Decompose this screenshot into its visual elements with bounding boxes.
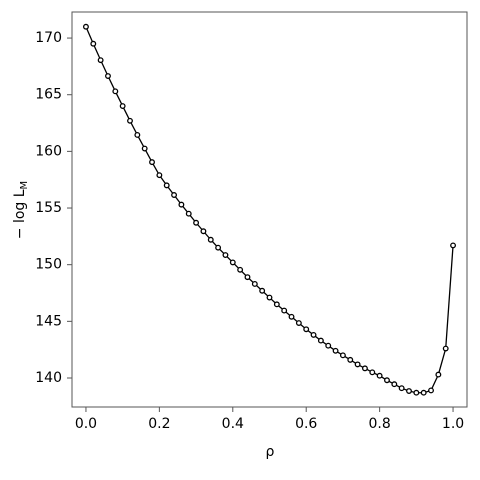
data-point [406, 388, 412, 394]
data-point [193, 219, 200, 226]
data-point [127, 117, 133, 124]
data-point [391, 381, 398, 388]
data-point [105, 73, 111, 79]
data-point [435, 371, 442, 378]
data-point [237, 266, 244, 273]
data-point [266, 294, 273, 301]
data-point [303, 326, 310, 333]
data-point [295, 320, 302, 326]
data-point [420, 389, 427, 396]
x-tick-label: 0.0 [75, 416, 97, 432]
data-point [339, 352, 346, 359]
plot-frame [71, 11, 468, 408]
data-point [244, 274, 251, 281]
data-point [119, 103, 126, 109]
y-tick-label: 145 [35, 313, 62, 329]
y-tick-label: 160 [35, 143, 62, 159]
data-point [281, 307, 288, 314]
y-tick-label: 170 [35, 30, 62, 46]
y-tick-label: 165 [35, 87, 62, 103]
data-point [134, 131, 141, 138]
data-point [251, 280, 258, 287]
y-axis-label-subscript: M [19, 181, 30, 190]
x-axis-label: ρ [266, 444, 275, 460]
data-point [163, 182, 170, 189]
data-point [259, 287, 266, 294]
data-point [273, 301, 280, 308]
y-tick-label: 150 [35, 257, 62, 273]
data-point [97, 57, 104, 64]
data-point [112, 88, 119, 95]
x-tick-label: 0.8 [368, 416, 390, 432]
data-point [317, 337, 324, 344]
data-point [200, 228, 207, 235]
data-point [222, 252, 229, 259]
y-tick-label: 155 [35, 200, 62, 216]
x-tick-label: 0.2 [148, 416, 170, 432]
x-tick-label: 0.6 [295, 416, 317, 432]
data-point [310, 331, 317, 338]
x-tick-label: 0.4 [222, 416, 244, 432]
data-point [428, 387, 434, 394]
data-point [369, 369, 376, 376]
data-point [178, 201, 185, 208]
data-point [398, 385, 405, 392]
data-point [332, 347, 339, 354]
data-point [442, 345, 449, 352]
x-tick-label: 1.0 [442, 416, 464, 432]
data-point [376, 372, 383, 379]
y-axis-label-main: − log L [12, 189, 28, 239]
y-tick-label: 140 [35, 370, 62, 386]
data-point [288, 313, 295, 320]
data-point [90, 40, 97, 47]
data-point [141, 145, 148, 152]
data-point [413, 389, 420, 396]
data-point [215, 244, 222, 251]
series-line [85, 26, 454, 394]
data-point [207, 236, 214, 243]
y-axis-label: − log LM [12, 181, 30, 239]
data-point [325, 342, 332, 349]
data-point [354, 361, 361, 368]
data-point [171, 192, 178, 198]
data-point [384, 377, 390, 384]
data-point [361, 365, 368, 372]
data-point [156, 172, 163, 179]
data-point [450, 242, 457, 249]
data-point [229, 259, 236, 266]
data-point [149, 159, 155, 166]
data-point [82, 23, 89, 30]
data-point [347, 356, 354, 363]
data-point [185, 210, 192, 217]
